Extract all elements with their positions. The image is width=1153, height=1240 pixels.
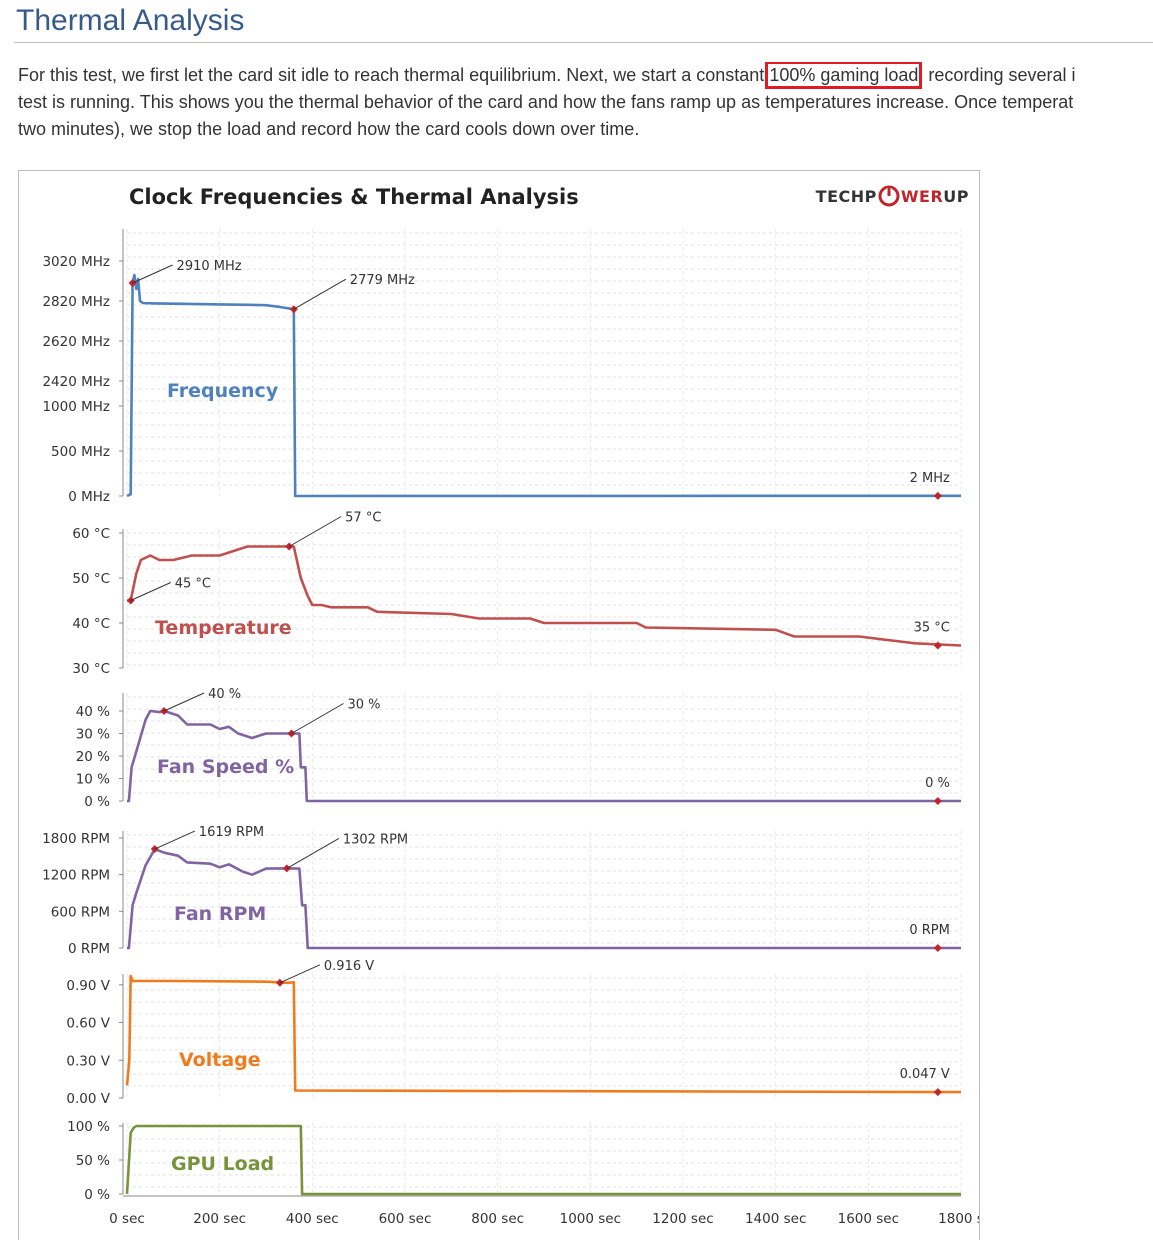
- intro-line-3: two minutes), we stop the load and recor…: [18, 119, 640, 139]
- annotation-label: 2 MHz: [910, 471, 950, 486]
- x-tick-label: 1800 s: [938, 1211, 980, 1227]
- y-tick-label: 10 %: [76, 772, 110, 788]
- highlighted-phrase: 100% gaming load: [765, 62, 923, 89]
- chart-svg: 3020 MHz 2820 MHz 2620 MHz 2420 MHz 1000 MHz…: [42, 229, 980, 1227]
- annotation-leader: [291, 703, 344, 734]
- panel-label-4: Voltage: [179, 1049, 261, 1071]
- title-divider: [14, 42, 1153, 43]
- annotation-leader: [288, 516, 342, 547]
- y-tick-label: 2820 MHz: [42, 294, 110, 310]
- y-tick-label: 0 RPM: [68, 941, 110, 957]
- annotation-leader: [154, 830, 196, 850]
- panel-label-3: Fan RPM: [174, 903, 266, 925]
- y-tick-label: 0.00 V: [66, 1091, 110, 1107]
- y-tick-label: 0 MHz: [68, 489, 110, 505]
- annotation-label: 2779 MHz: [350, 273, 415, 288]
- annotation-marker: [933, 944, 942, 952]
- y-tick-label: 60 °C: [72, 526, 110, 542]
- y-tick-label: 50 %: [76, 1153, 110, 1169]
- x-tick-label: 1600 sec: [838, 1211, 899, 1227]
- annotation-leader: [286, 838, 340, 869]
- x-tick-label: 400 sec: [286, 1211, 339, 1227]
- y-tick-label: 30 %: [76, 727, 110, 743]
- annotation-label: 1619 RPM: [199, 825, 264, 840]
- x-tick-label: 200 sec: [193, 1211, 246, 1227]
- intro-line-2: test is running. This shows you the ther…: [18, 92, 1074, 112]
- intro-paragraph: For this test, we first let the card sit…: [18, 62, 1153, 148]
- chart-container: Clock Frequencies & Thermal Analysis TEC…: [18, 170, 980, 1240]
- y-tick-label: 0.60 V: [66, 1016, 110, 1032]
- y-tick-label: 0.30 V: [66, 1053, 110, 1069]
- annotation-label: 1302 RPM: [343, 832, 408, 847]
- y-tick-label: 3020 MHz: [42, 254, 110, 270]
- power-icon: [878, 185, 900, 207]
- series-line-3: [127, 847, 961, 950]
- x-tick-label: 800 sec: [471, 1211, 524, 1227]
- panel-label-1: Temperature: [155, 617, 292, 639]
- logo-text-3: UP: [943, 186, 969, 206]
- x-tick-label: 1400 sec: [745, 1211, 806, 1227]
- annotation-label: 2910 MHz: [177, 259, 242, 274]
- annotation-leader: [130, 582, 171, 601]
- y-tick-label: 50 °C: [72, 571, 110, 587]
- annotation-leader: [279, 964, 321, 984]
- series-line-4: [125, 974, 962, 1094]
- annotation-label: 0.047 V: [900, 1067, 950, 1082]
- y-tick-label: 1800 RPM: [42, 831, 110, 847]
- series-line-5: [125, 1124, 961, 1196]
- y-tick-label: 100 %: [67, 1119, 110, 1135]
- series-line-0: [126, 273, 962, 498]
- annotation-label: 57 °C: [345, 511, 381, 526]
- annotation-marker: [933, 1088, 942, 1097]
- annotation-marker: [933, 797, 942, 805]
- y-tick-label: 0 %: [84, 1187, 110, 1203]
- panel-label-0: Frequency: [167, 380, 279, 402]
- y-tick-label: 600 RPM: [51, 904, 110, 920]
- annotation-label: 40 %: [208, 687, 241, 702]
- page-title: Thermal Analysis: [16, 4, 245, 37]
- annotation-marker: [933, 641, 942, 650]
- y-tick-label: 20 %: [76, 749, 110, 765]
- series-line-1: [127, 545, 962, 647]
- x-tick-label: 1200 sec: [652, 1211, 713, 1227]
- annotation-marker: [289, 305, 298, 314]
- intro-text-2: , recording several i: [918, 65, 1076, 85]
- annotation-label: 0 RPM: [909, 923, 950, 938]
- y-tick-label: 500 MHz: [51, 444, 110, 460]
- y-tick-label: 30 °C: [72, 661, 110, 677]
- annotation-label: 0 %: [925, 776, 950, 791]
- x-tick-label: 1000 sec: [560, 1211, 621, 1227]
- y-tick-label: 1200 RPM: [42, 868, 110, 884]
- y-tick-label: 0 %: [84, 794, 110, 810]
- y-tick-label: 0.90 V: [66, 978, 110, 994]
- chart-title: Clock Frequencies & Thermal Analysis: [129, 185, 579, 209]
- annotation-label: 45 °C: [175, 577, 211, 592]
- y-tick-label: 40 %: [76, 704, 110, 720]
- y-tick-label: 1000 MHz: [42, 399, 110, 415]
- x-tick-label: 600 sec: [379, 1211, 432, 1227]
- y-tick-label: 40 °C: [72, 616, 110, 632]
- annotation-label: 35 °C: [914, 621, 950, 636]
- panel-label-2: Fan Speed %: [157, 756, 294, 778]
- panel-label-5: GPU Load: [171, 1153, 274, 1175]
- annotation-marker: [933, 491, 942, 500]
- intro-line-1: For this test, we first let the card sit…: [18, 62, 1153, 89]
- annotation-leader: [132, 264, 173, 284]
- annotation-label: 0.916 V: [324, 959, 374, 974]
- techpowerup-logo: TECHP WER UP: [816, 185, 969, 207]
- logo-text-2: WER: [900, 186, 944, 206]
- annotation-leader: [293, 278, 347, 310]
- series-line-2: [127, 709, 961, 803]
- annotation-label: 30 %: [347, 698, 380, 713]
- annotation-leader: [163, 692, 205, 712]
- y-tick-label: 2420 MHz: [42, 374, 110, 390]
- x-tick-label: 0 sec: [109, 1211, 145, 1227]
- intro-text-1: For this test, we first let the card sit…: [18, 65, 770, 85]
- logo-text-1: TECHP: [815, 186, 877, 206]
- y-tick-label: 2620 MHz: [42, 334, 110, 350]
